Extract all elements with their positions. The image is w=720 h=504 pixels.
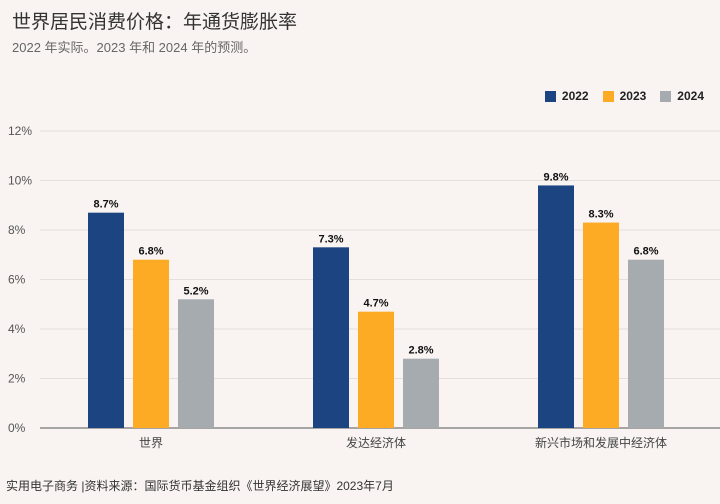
data-label: 8.7% — [93, 199, 118, 211]
legend-label: 2023 — [619, 89, 647, 103]
x-tick-label: 发达经济体 — [346, 435, 406, 450]
bar-2023[interactable] — [583, 222, 619, 428]
y-tick-label: 0% — [8, 421, 26, 435]
data-label: 2.8% — [408, 345, 433, 357]
chart-subtitle: 2022 年实际。2023 年和 2024 年的预测。 — [12, 40, 257, 55]
legend-swatch — [660, 90, 672, 102]
legend-label: 2024 — [677, 89, 704, 103]
data-label: 5.2% — [183, 285, 208, 297]
x-tick-label: 新兴市场和发展中经济体 — [535, 435, 667, 450]
y-tick-label: 4% — [8, 322, 26, 336]
bar-2023[interactable] — [358, 311, 394, 428]
bar-2022[interactable] — [313, 247, 349, 428]
bar-2024[interactable] — [178, 299, 214, 428]
y-tick-label: 8% — [8, 223, 26, 237]
legend-swatch — [602, 90, 614, 102]
source-footer: 实用电子商务 |资料来源：国际货币基金组织《世界经济展望》2023年7月 — [6, 479, 394, 493]
data-label: 7.3% — [318, 233, 343, 245]
data-label: 4.7% — [363, 298, 388, 310]
bar-2024[interactable] — [628, 259, 664, 428]
bar-2022[interactable] — [88, 212, 124, 428]
y-tick-label: 6% — [8, 273, 26, 287]
y-tick-label: 12% — [8, 124, 32, 138]
chart-title: 世界居民消费价格：年通货膨胀率 — [12, 12, 298, 33]
legend-swatch — [544, 90, 556, 102]
legend-label: 2022 — [561, 89, 589, 103]
y-tick-label: 10% — [8, 174, 32, 188]
data-label: 6.8% — [633, 246, 658, 258]
bar-2023[interactable] — [133, 259, 169, 428]
data-label: 6.8% — [138, 246, 163, 258]
bar-2022[interactable] — [538, 185, 574, 428]
legend-item-2023[interactable]: 2023 — [602, 89, 647, 103]
bar-2024[interactable] — [403, 358, 439, 428]
data-label: 8.3% — [588, 209, 613, 221]
legend: 2022 2023 2024 — [544, 89, 704, 103]
legend-item-2022[interactable]: 2022 — [544, 89, 589, 103]
legend-item-2024[interactable]: 2024 — [660, 89, 704, 103]
x-tick-label: 世界 — [139, 436, 163, 450]
y-tick-label: 2% — [8, 372, 26, 386]
data-label: 9.8% — [543, 171, 568, 183]
